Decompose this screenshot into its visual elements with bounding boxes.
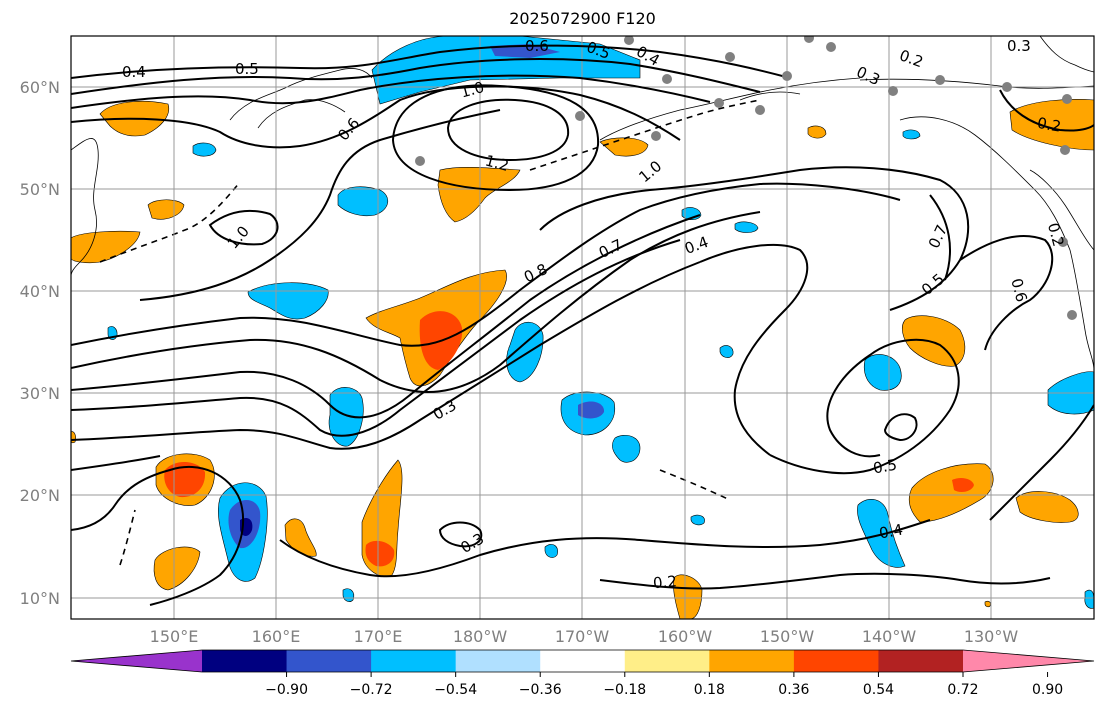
lon-tick-label: 130°W (964, 627, 1019, 646)
island-chain (99, 99, 761, 566)
colorbar-segment (709, 650, 795, 672)
lon-tick-label: 150°E (150, 627, 199, 646)
contour-label: 0.5 (235, 60, 259, 78)
colorbar-tick-label: −0.18 (603, 682, 646, 698)
contour-label: 0.5 (872, 456, 899, 478)
contour-label: 0.6 (525, 37, 549, 55)
contour-label: 0.3 (1007, 37, 1031, 55)
station-markers (415, 36, 1077, 320)
contour-label: 0.4 (878, 521, 905, 543)
colorbar-segment (878, 650, 964, 672)
contour-label: 0.2 (1044, 221, 1068, 249)
contour-label: 0.6 (1007, 276, 1031, 304)
lat-tick-label: 40°N (20, 282, 60, 301)
colorbar-tick-label: 0.54 (863, 682, 894, 698)
lat-tick-label: 50°N (20, 180, 60, 199)
colorbar-tick-label: −0.36 (519, 682, 562, 698)
lat-tick-label: 20°N (20, 486, 60, 505)
colorbar-segment (371, 650, 457, 672)
colorbar-segment (455, 650, 541, 672)
colorbar: −0.90 −0.72 −0.54 −0.36 −0.18 0.18 0.36 0.54 0.7… (70, 649, 1095, 698)
lon-tick-label: 180°W (453, 627, 508, 646)
lon-tick-label: 170°W (555, 627, 610, 646)
colorbar-tick-label: 0.36 (778, 682, 809, 698)
lat-tick-label: 30°N (20, 384, 60, 403)
lon-tick-label: 150°W (760, 627, 815, 646)
lat-tick-label: 10°N (20, 589, 60, 608)
colorbar-tick-label: −0.72 (350, 682, 393, 698)
colorbar-extend-low (71, 650, 202, 672)
contour-label: 1.0 (458, 78, 486, 102)
lon-axis: 150°E 160°E 170°E 180°W 170°W 160°W 150°… (150, 627, 1019, 646)
contour-label: 1.2 (483, 151, 511, 175)
colorbar-extend-high (963, 650, 1094, 672)
contour-label: 0.4 (122, 63, 146, 81)
colorbar-tick-label: −0.54 (434, 682, 477, 698)
colorbar-segment (624, 650, 710, 672)
colorbar-segment (202, 650, 288, 672)
contour-label: 0.2 (1036, 114, 1063, 136)
contour-lines (71, 44, 1094, 606)
lon-tick-label: 160°E (252, 627, 301, 646)
colorbar-segment (793, 650, 879, 672)
lon-tick-label: 170°E (354, 627, 403, 646)
colorbar-tick-label: 0.90 (1032, 682, 1063, 698)
colorbar-tick-label: −0.90 (265, 682, 308, 698)
lon-tick-label: 140°W (862, 627, 917, 646)
lat-tick-label: 60°N (20, 78, 60, 97)
colorbar-segment (286, 650, 372, 672)
gridlines (71, 36, 1094, 619)
colorbar-tick-label: 0.18 (694, 682, 725, 698)
lat-axis: 60°N 50°N 40°N 30°N 20°N 10°N (20, 78, 60, 608)
colorbar-tick-label: 0.72 (947, 682, 978, 698)
map-border (70, 35, 1095, 620)
colorbar-outline (70, 649, 1095, 673)
contour-label: 0.2 (652, 572, 677, 592)
lon-tick-label: 160°W (658, 627, 713, 646)
map-title: 2025072900 F120 (509, 9, 656, 28)
coastline (71, 36, 1094, 371)
colorbar-segment (540, 650, 626, 672)
